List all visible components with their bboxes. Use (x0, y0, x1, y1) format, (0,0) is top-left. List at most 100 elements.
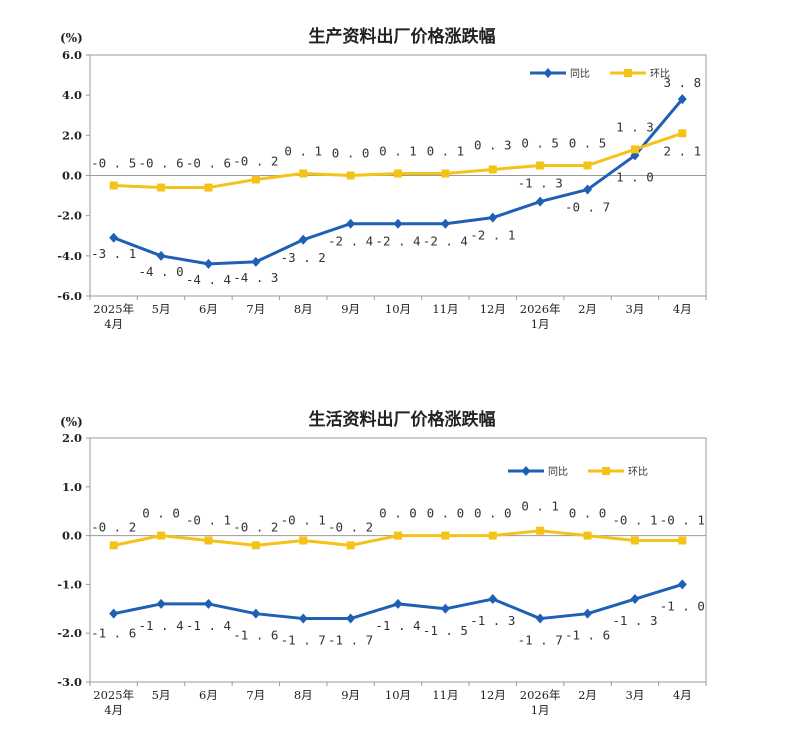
legend-label: 环比 (628, 466, 648, 478)
data-label: -2 . 4 (375, 234, 420, 249)
data-label: 3 . 8 (663, 75, 701, 90)
data-label: -0 . 2 (91, 519, 136, 534)
data-point (536, 526, 545, 535)
data-point (157, 531, 166, 540)
data-label: -0 . 6 (138, 156, 183, 171)
data-point (156, 250, 166, 261)
x-tick-label: 2026年 1月 (520, 688, 561, 717)
y-tick-label: 4.0 (62, 88, 82, 102)
data-label: 2 . 1 (663, 143, 701, 158)
data-point (251, 608, 261, 619)
data-point (251, 541, 260, 550)
data-label: -2 . 1 (470, 228, 515, 243)
legend: 同比 环比 (508, 466, 648, 478)
data-point (394, 169, 402, 178)
y-tick-label: 0.0 (62, 529, 82, 543)
data-point (109, 232, 119, 243)
data-point (204, 183, 213, 192)
x-tick-label: 12月 (480, 302, 506, 316)
data-label: -1 . 3 (470, 613, 515, 628)
x-tick-label: 9月 (341, 688, 360, 702)
data-point (109, 608, 119, 619)
x-tick-label: 10月 (385, 688, 411, 702)
data-label: -2 . 4 (423, 234, 468, 249)
legend-marker (543, 68, 553, 78)
legend-marker (602, 467, 610, 475)
data-label: -4 . 4 (186, 272, 231, 287)
data-point (678, 536, 687, 545)
data-label: 0 . 0 (474, 506, 512, 521)
data-label: -4 . 3 (233, 270, 278, 285)
data-point (109, 181, 118, 190)
data-label: -2 . 4 (328, 234, 373, 249)
data-label: -0 . 2 (233, 519, 278, 534)
data-label: 0 . 1 (284, 143, 322, 158)
y-tick-label: -2.0 (57, 209, 82, 223)
y-tick-label: 2.0 (62, 431, 82, 445)
data-point (678, 129, 687, 138)
x-tick-label: 2025年 4月 (93, 688, 134, 717)
plot-frame (89, 437, 707, 683)
y-tick-label: -6.0 (57, 289, 82, 303)
data-point (251, 256, 261, 267)
data-label: -0 . 2 (233, 154, 278, 169)
data-label: -3 . 2 (281, 250, 326, 265)
data-label: -1 . 7 (328, 633, 373, 648)
data-point (488, 594, 498, 605)
data-point (630, 594, 640, 605)
data-label: -1 . 4 (138, 618, 183, 633)
series-mom: -0 . 20 . 0 -0 . 1 -0 . 2 -0 . 1 -0 . 20 . 0… (91, 499, 705, 550)
data-label: 0 . 5 (569, 135, 607, 150)
x-tick-label: 6月 (199, 688, 218, 702)
data-point (630, 145, 639, 154)
data-point (203, 258, 213, 269)
chart-1: 生产资料出厂价格涨跌幅 (%) 6.0 4.0 2.0 0.0 -2.0 -4.0 -6.0 20… (57, 26, 707, 331)
data-label: 0 . 1 (427, 143, 465, 158)
data-point (393, 598, 403, 609)
data-label: -4 . 0 (138, 264, 183, 279)
x-tick-label: 7月 (246, 302, 265, 316)
data-label: -0 . 1 (281, 512, 326, 527)
data-point (346, 218, 356, 229)
data-label: -3 . 1 (91, 246, 136, 261)
x-tick-label: 9月 (341, 302, 360, 316)
data-label: -0 . 1 (186, 512, 231, 527)
data-label: -1 . 6 (233, 628, 278, 643)
chart-2: 生活资料出厂价格涨跌幅 (%) 2.0 1.0 0.0 -1.0 -2.0 -3.0 2025年… (57, 409, 707, 717)
data-label: -0 . 5 (91, 156, 136, 171)
y-unit-label: (%) (60, 415, 83, 429)
data-label: -1 . 4 (186, 618, 231, 633)
legend: 同比 环比 (530, 68, 670, 80)
data-point (203, 598, 213, 609)
data-point (157, 183, 166, 192)
data-point (488, 531, 497, 540)
data-point (156, 598, 166, 609)
x-tick-label: 12月 (480, 688, 506, 702)
data-point (346, 613, 356, 624)
data-label: -0 . 6 (186, 156, 231, 171)
data-point (583, 608, 593, 619)
x-tick-label: 2月 (578, 302, 597, 316)
x-tick-label: 8月 (294, 688, 313, 702)
data-point (535, 196, 545, 207)
data-point (299, 536, 308, 545)
data-point (393, 218, 403, 229)
data-label: 1 . 0 (616, 169, 654, 184)
chart-title: 生活资料出厂价格涨跌幅 (309, 409, 496, 430)
data-point (298, 234, 308, 245)
x-tick-label: 11月 (432, 688, 458, 702)
data-point (346, 541, 355, 550)
data-label: -1 . 5 (423, 623, 468, 638)
data-point (677, 94, 687, 105)
legend-label: 同比 (548, 466, 568, 478)
data-point (583, 184, 593, 195)
legend-marker (624, 69, 632, 77)
x-tick-label: 3月 (626, 302, 645, 316)
data-point (630, 536, 639, 545)
data-label: -0 . 7 (565, 200, 610, 215)
y-tick-label: -2.0 (57, 626, 82, 640)
x-tick-label: 2025年 4月 (93, 302, 134, 331)
x-tick-label: 5月 (152, 688, 171, 702)
